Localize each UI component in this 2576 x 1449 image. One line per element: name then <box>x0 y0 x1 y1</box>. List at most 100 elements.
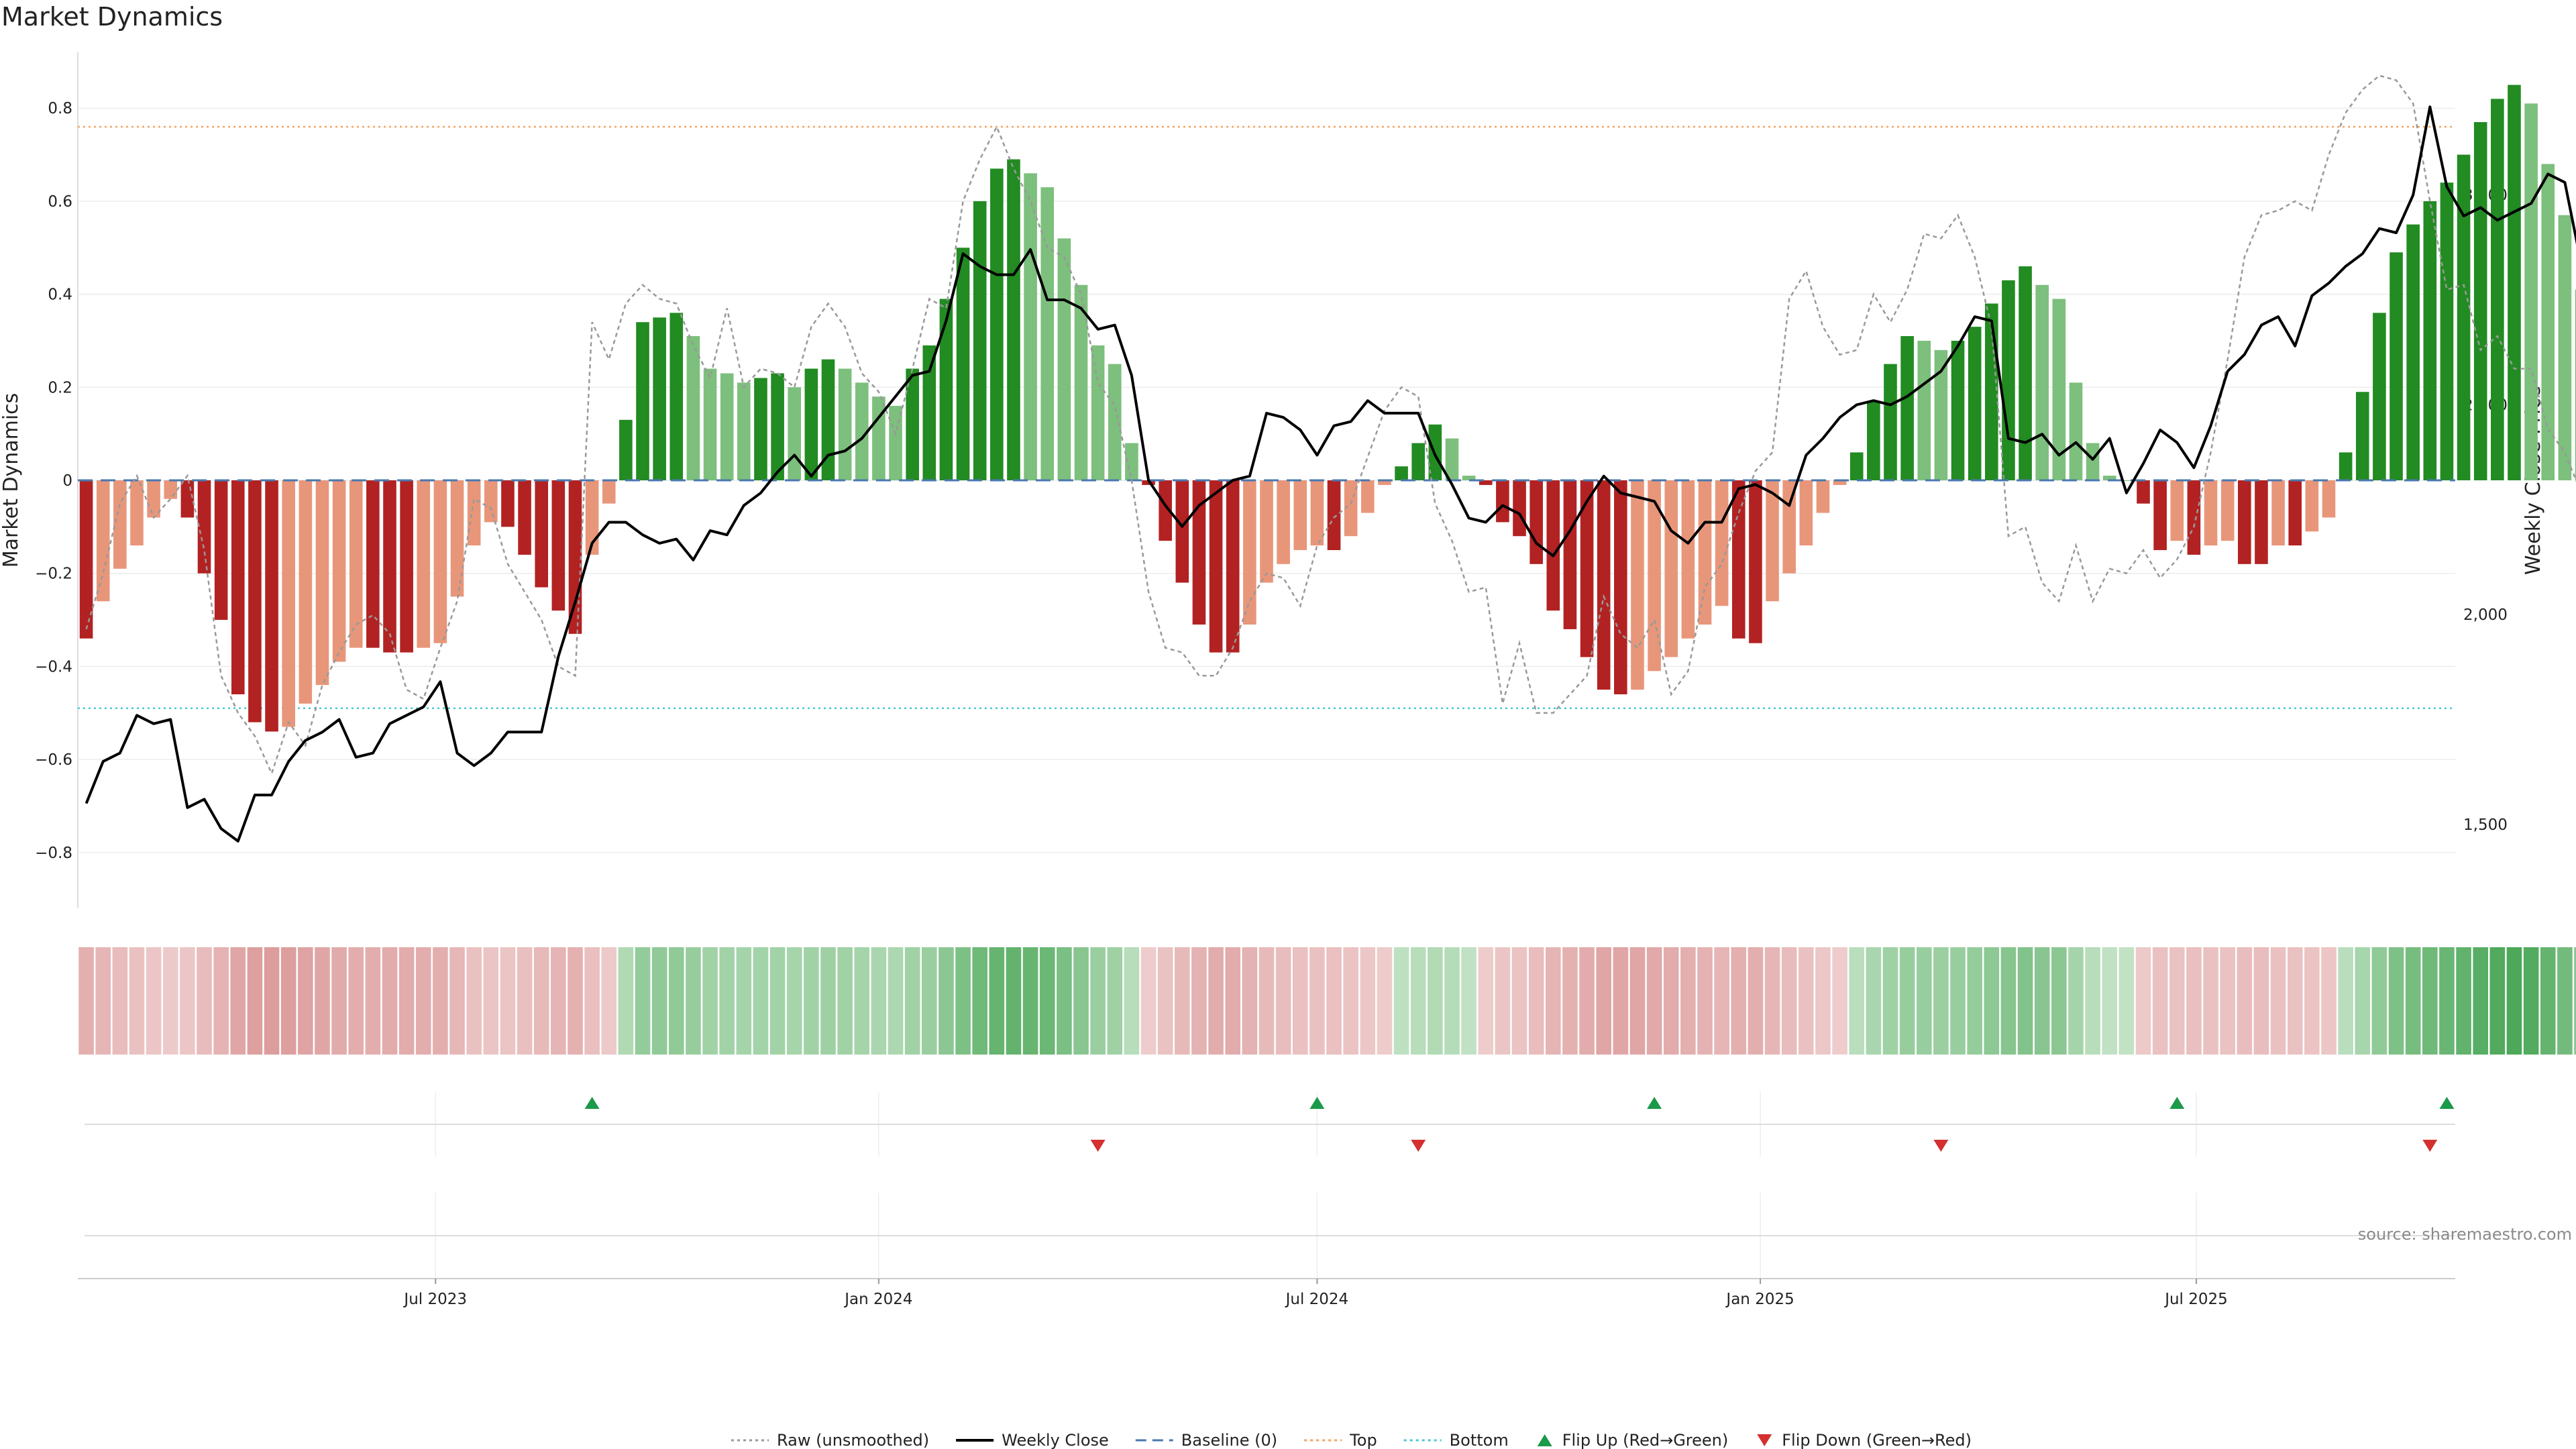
dynamics-bar <box>1614 480 1627 694</box>
legend-swatch <box>1537 1434 1552 1446</box>
dynamics-bar <box>939 299 953 480</box>
heat-cell <box>2287 947 2303 1055</box>
heat-cell <box>668 947 684 1055</box>
heat-cell <box>78 947 94 1055</box>
heat-cell <box>753 947 769 1055</box>
dynamics-bar <box>619 419 633 480</box>
heat-cell <box>904 947 920 1055</box>
dynamics-bar <box>585 480 599 555</box>
heat-cell <box>568 947 583 1055</box>
heat-cell <box>1124 947 1140 1055</box>
dynamics-bar <box>2086 443 2100 480</box>
heat-cell <box>1866 947 1882 1055</box>
heat-cell <box>517 947 533 1055</box>
dynamics-bar <box>2238 480 2251 564</box>
flip-down-marker <box>1090 1140 1106 1152</box>
legend-label: Baseline (0) <box>1181 1431 1277 1449</box>
heat-cell <box>1208 947 1224 1055</box>
heat-cell <box>2439 947 2455 1055</box>
heat-cell <box>1714 947 1729 1055</box>
x-tick-label: Jul 2025 <box>2163 1291 2228 1308</box>
dynamics-bar <box>484 480 498 523</box>
flip-signal-panel <box>85 1092 2455 1157</box>
dynamics-bar <box>1816 480 1830 513</box>
dynamics-bar <box>2558 215 2572 480</box>
heat-cell <box>1933 947 1949 1055</box>
heat-cell <box>2186 947 2202 1055</box>
dynamics-bar <box>2491 99 2504 480</box>
dynamics-bar <box>2220 480 2235 541</box>
heat-strip <box>78 947 2576 1055</box>
dynamics-bar <box>2406 224 2420 480</box>
dynamics-bar <box>2153 480 2167 551</box>
main-panel: −0.8−0.6−0.4−0.200.20.40.60.81,5002,0002… <box>0 52 2576 908</box>
heat-cell <box>2253 947 2269 1055</box>
heat-cell <box>1950 947 1966 1055</box>
dynamics-bar <box>299 480 313 704</box>
heat-cell <box>989 947 1005 1055</box>
heat-cell <box>1107 947 1123 1055</box>
heat-cell <box>1461 947 1477 1055</box>
dynamics-bar <box>686 336 700 480</box>
heat-cell <box>736 947 752 1055</box>
heat-cell <box>1309 947 1325 1055</box>
flip-up-marker <box>1309 1097 1325 1109</box>
dynamics-bar <box>737 382 751 480</box>
dynamics-bar <box>2170 480 2184 541</box>
heat-cell <box>2118 947 2135 1055</box>
dynamics-bar <box>1731 480 1746 639</box>
x-tick-label: Jul 2023 <box>402 1291 467 1308</box>
legend-label: Raw (unsmoothed) <box>777 1431 929 1449</box>
heat-cell <box>837 947 853 1055</box>
legend-label: Flip Down (Green→Red) <box>1782 1431 1972 1449</box>
heat-cell <box>2085 947 2100 1055</box>
legend-label: Weekly Close <box>1002 1431 1109 1449</box>
dynamics-bar <box>1479 480 1493 485</box>
heat-cell <box>1832 947 1847 1055</box>
heat-cell <box>2068 947 2084 1055</box>
y-tick-label: 0 <box>62 472 72 490</box>
y-tick-label: 0.4 <box>48 286 72 304</box>
dynamics-bar <box>214 480 228 621</box>
legend-item: Top <box>1304 1431 1377 1449</box>
heat-cell <box>1781 947 1797 1055</box>
heat-cell <box>2135 947 2151 1055</box>
dynamics-bar <box>2508 85 2521 481</box>
heat-cell <box>2338 947 2353 1055</box>
dynamics-bar <box>1799 480 1813 546</box>
heat-cell <box>2388 947 2404 1055</box>
dynamics-bar <box>2575 289 2576 480</box>
heat-cell <box>635 947 651 1055</box>
dynamics-bar <box>1091 345 1105 480</box>
heat-cell <box>315 947 330 1055</box>
heat-cell <box>786 947 802 1055</box>
heat-cell <box>533 947 549 1055</box>
heat-cell <box>854 947 870 1055</box>
heat-cell <box>2152 947 2168 1055</box>
y-tick-label: −0.6 <box>35 751 72 769</box>
dynamics-bar <box>265 480 278 732</box>
heat-cell <box>584 947 600 1055</box>
dynamics-bar <box>366 480 380 648</box>
heat-cell <box>1646 947 1662 1055</box>
flip-up-marker <box>1647 1097 1662 1109</box>
dynamics-bar <box>2541 164 2555 480</box>
heat-cell <box>162 947 178 1055</box>
dynamics-bar <box>1681 480 1695 639</box>
dynamics-bar <box>1968 327 1982 480</box>
dynamics-bar <box>990 168 1004 480</box>
dynamics-bar <box>1934 350 1948 480</box>
dynamics-bar <box>467 480 481 546</box>
heat-cell <box>1090 947 1106 1055</box>
flip-up-marker <box>584 1097 600 1109</box>
dynamics-bar <box>1664 480 1678 657</box>
heat-cell <box>1680 947 1696 1055</box>
dynamics-bar <box>1631 480 1644 690</box>
dynamics-bar <box>400 480 413 653</box>
dynamics-bar <box>771 373 784 480</box>
heat-cell <box>2017 947 2033 1055</box>
dynamics-bar <box>1226 480 1240 653</box>
heat-cell <box>1528 947 1544 1055</box>
heat-cell <box>1191 947 1207 1055</box>
